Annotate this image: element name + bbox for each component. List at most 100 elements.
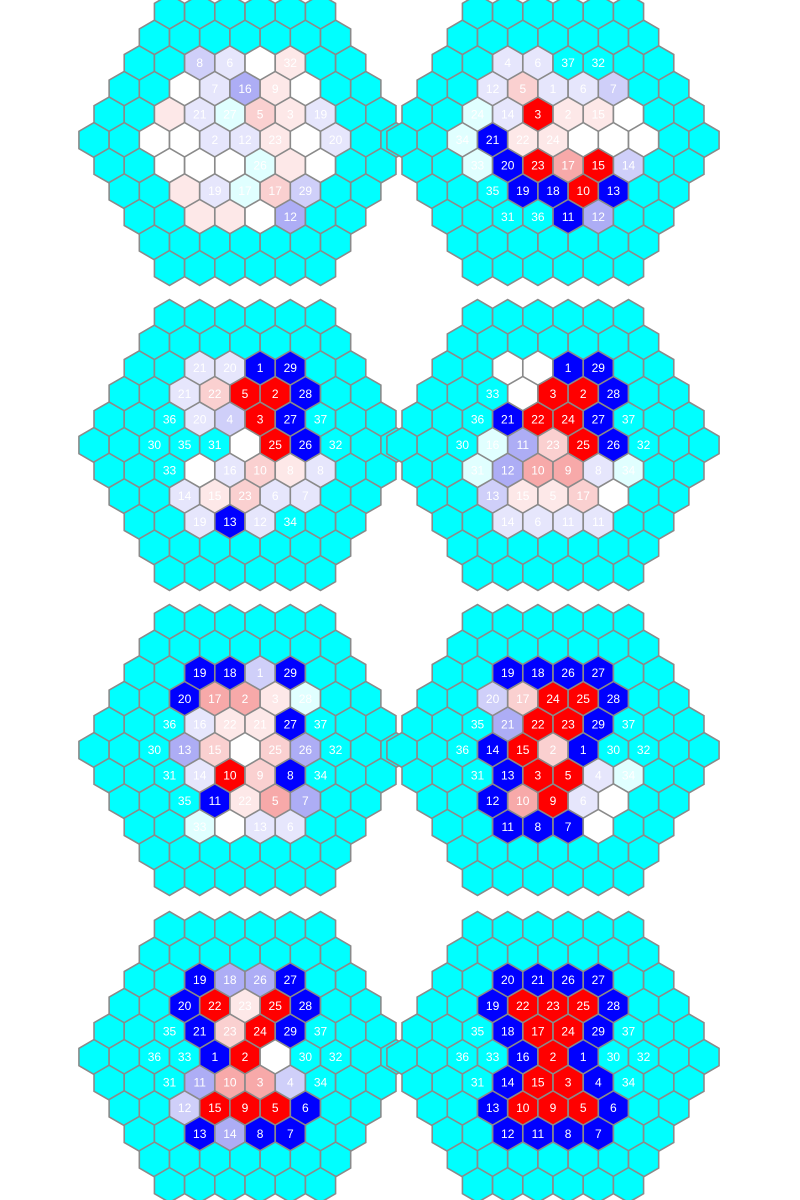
hex-cell-label: 9 (550, 794, 557, 808)
hex-cell-label: 36 (148, 1050, 162, 1064)
hex-cell-label: 14 (486, 743, 500, 757)
hex-cell-label: 8 (565, 1127, 572, 1141)
hex-cell-label: 14 (178, 489, 192, 503)
hex-cell-label: 19 (516, 184, 530, 198)
hex-cell-label: 25 (577, 999, 591, 1013)
hex-cell-label: 30 (148, 743, 162, 757)
hex-cell (304, 249, 337, 287)
hex-cell-label: 6 (535, 56, 542, 70)
hex-cell-label: 32 (329, 743, 343, 757)
hex-cell-label: 13 (193, 1127, 207, 1141)
hex-cell-label: 23 (269, 133, 283, 147)
hex-cell-label: 1 (211, 1050, 218, 1064)
hex-cell-label: 19 (208, 184, 222, 198)
hex-cell-label: 4 (227, 412, 234, 426)
hex-cell-label: 3 (550, 387, 557, 401)
hex-cell-label: 3 (287, 107, 294, 121)
hex-cell-label: 33 (486, 1050, 500, 1064)
hex-cell-label: 28 (299, 692, 313, 706)
hex-cell-label: 21 (531, 973, 545, 987)
hex-cell-label: 18 (501, 1024, 515, 1038)
hex-cell-label: 32 (637, 438, 651, 452)
hex-cell-label: 11 (562, 515, 575, 529)
hex-cell (214, 554, 246, 592)
hex-cell (153, 859, 186, 897)
hex-cell-label: 1 (550, 82, 557, 96)
hex-cell-label: 2 (272, 387, 279, 401)
hex-cell-label: 22 (531, 717, 545, 731)
hex-cell-label: 37 (314, 717, 328, 731)
hex-cell-label: 13 (223, 515, 237, 529)
hex-cell-label: 8 (535, 820, 542, 834)
hex-cell-label: 28 (607, 999, 621, 1013)
hex-cell-label: 37 (622, 1024, 636, 1038)
hex-cell (244, 554, 276, 592)
hex-cell-label: 30 (299, 1050, 313, 1064)
hex-cell-label: 14 (223, 1127, 237, 1141)
hex-cell-label: 22 (223, 717, 237, 731)
hex-cell-label: 29 (299, 184, 313, 198)
hex-cell (304, 554, 337, 592)
hex-cell-label: 15 (208, 743, 222, 757)
hex-cell (244, 249, 276, 287)
hex-cell-label: 21 (486, 133, 500, 147)
hex-cell-label: 33 (471, 159, 485, 173)
hex-cell-label: 26 (299, 438, 313, 452)
hex-cell-label: 37 (561, 56, 575, 70)
hex-cell-label: 13 (178, 743, 192, 757)
hex-cell-label: 12 (486, 82, 500, 96)
hex-cell-label: 13 (607, 184, 621, 198)
hex-cell-label: 37 (622, 412, 636, 426)
hex-cell-label: 17 (516, 692, 530, 706)
hex-cell (461, 554, 494, 592)
hex-cell-label: 8 (257, 1127, 264, 1141)
hex-cell-label: 16 (486, 438, 500, 452)
hex-cell-label: 10 (516, 1101, 530, 1115)
hex-cell-label: 34 (622, 769, 636, 783)
hex-cell-label: 5 (565, 769, 572, 783)
hex-cell-label: 12 (238, 133, 252, 147)
hex-cell-label: 21 (178, 387, 192, 401)
hex-cell-label: 36 (163, 412, 177, 426)
hex-cell-label: 36 (471, 412, 485, 426)
hex-cell (274, 554, 307, 592)
hex-cell-label: 21 (193, 107, 207, 121)
hex-cell-label: 12 (486, 794, 500, 808)
hex-cell-label: 13 (486, 489, 500, 503)
hex-cell-label: 15 (208, 1101, 222, 1115)
hex-cell (153, 249, 186, 287)
hex-cell-label: 8 (595, 464, 602, 478)
hex-cell-label: 7 (302, 794, 309, 808)
hex-cell-label: 6 (610, 1101, 617, 1115)
hex-cell-label: 18 (531, 666, 545, 680)
hex-cell-label: 4 (595, 769, 602, 783)
hex-cell-label: 2 (211, 133, 218, 147)
hex-cell-label: 11 (562, 210, 575, 224)
hex-cell-label: 19 (501, 666, 515, 680)
hex-cell-label: 24 (546, 692, 560, 706)
hex-cell-label: 2 (242, 1050, 249, 1064)
hex-cell-label: 7 (610, 82, 617, 96)
hex-cell-label: 13 (486, 1101, 500, 1115)
hex-cell-label: 27 (592, 666, 606, 680)
hex-cell-label: 6 (227, 56, 234, 70)
hex-cell (552, 554, 584, 592)
hex-cell-label: 28 (607, 387, 621, 401)
hex-cell-label: 32 (329, 1050, 343, 1064)
hex-cell-label: 7 (565, 820, 572, 834)
hex-cell (582, 859, 615, 897)
hex-cell-label: 21 (253, 717, 267, 731)
hex-cell-label: 2 (550, 743, 557, 757)
hex-cell (552, 859, 584, 897)
hex-cell-label: 27 (223, 107, 237, 121)
hex-cell-label: 11 (501, 820, 514, 834)
hex-cell-label: 27 (284, 412, 298, 426)
hex-cell-label: 24 (253, 1024, 267, 1038)
hex-cell-label: 4 (287, 1076, 294, 1090)
hex-cell-label: 10 (531, 464, 545, 478)
hex-cell-label: 6 (580, 82, 587, 96)
hex-cell-label: 15 (208, 489, 222, 503)
hex-cell-label: 22 (531, 412, 545, 426)
hex-cell (274, 249, 307, 287)
